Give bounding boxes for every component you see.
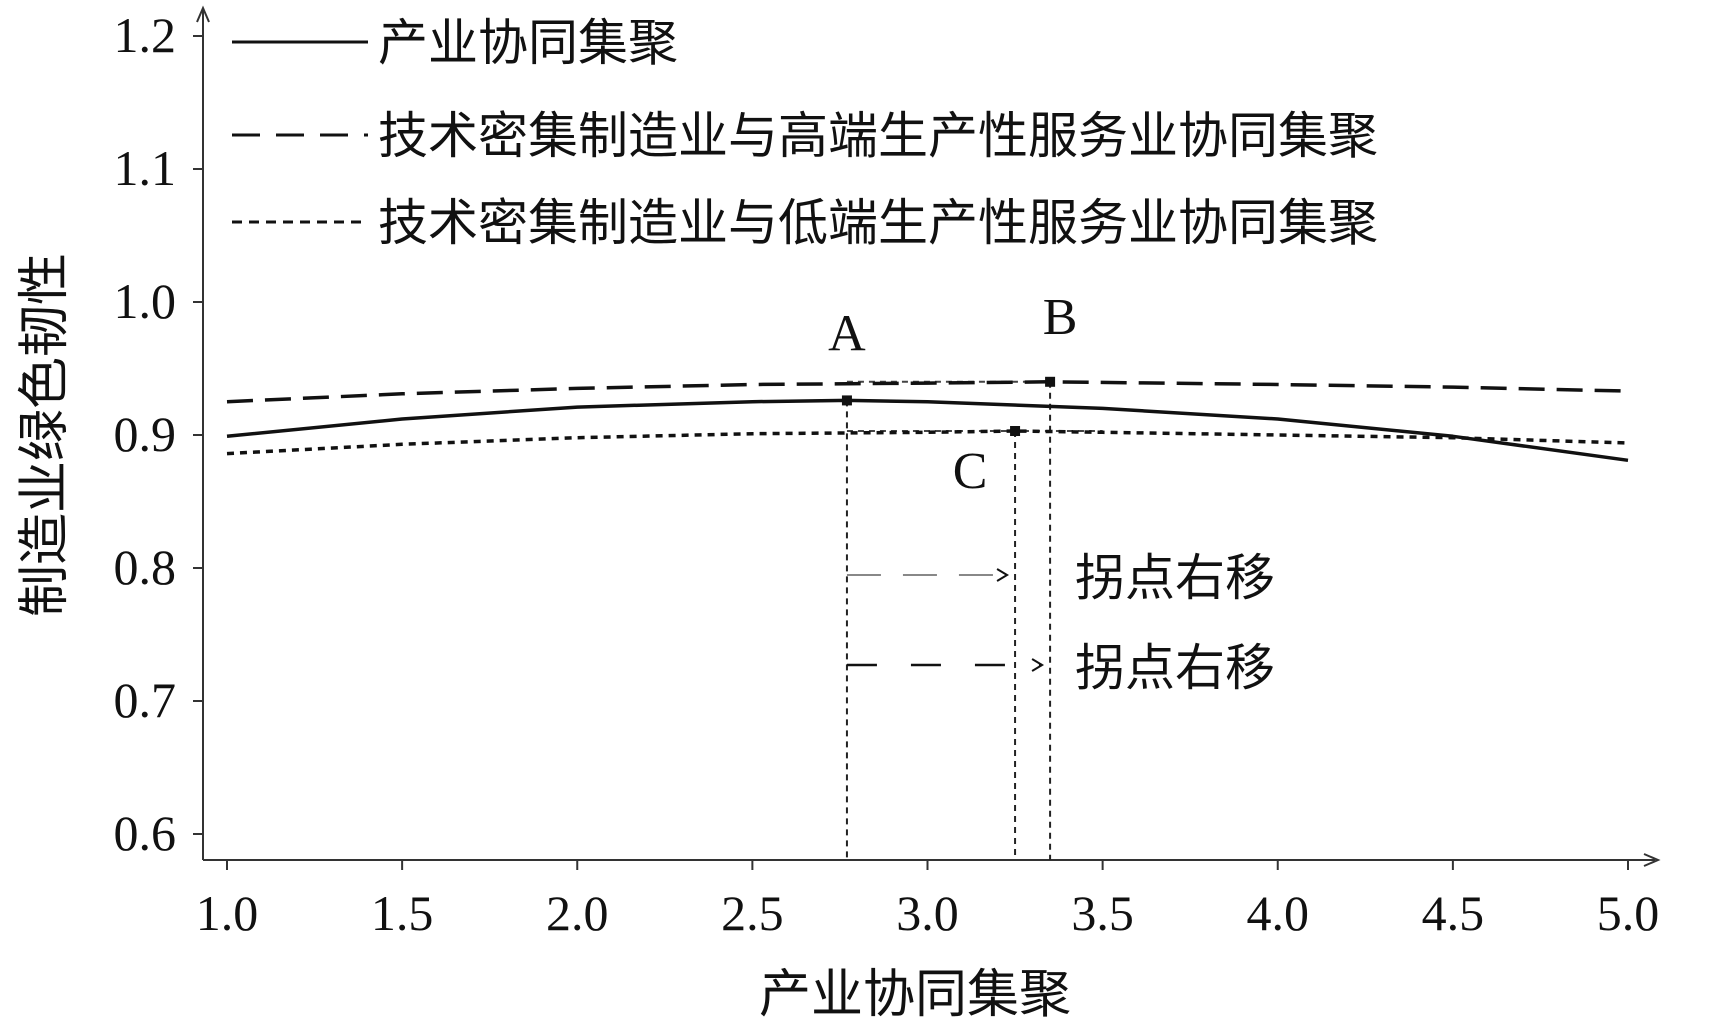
y-tick-label: 1.2 — [114, 7, 177, 63]
x-tick-label: 2.5 — [721, 885, 784, 941]
y-tick-label: 0.8 — [114, 539, 177, 595]
annotation-label-1: 拐点右移 — [1075, 549, 1275, 607]
y-tick-label: 0.6 — [114, 805, 177, 861]
x-tick-label: 4.0 — [1247, 885, 1310, 941]
legend-label-3: 技术密集制造业与低端生产性服务业协同集聚 — [378, 194, 1378, 252]
inflection-point-A — [841, 395, 852, 406]
point-label-B: B — [1043, 289, 1078, 346]
point-label-C: C — [953, 443, 988, 500]
y-tick-label: 0.7 — [114, 672, 177, 728]
annotation-arrowhead-1 — [996, 568, 1010, 582]
y-tick-label: 0.9 — [114, 406, 177, 462]
series-line-1 — [226, 398, 1629, 463]
x-tick-label: 1.0 — [196, 885, 259, 941]
y-tick-label: 1.1 — [114, 140, 177, 196]
point-label-A: A — [828, 305, 866, 362]
legend: 产业协同集聚技术密集制造业与高端生产性服务业协同集聚技术密集制造业与低端生产性服… — [232, 14, 1378, 252]
legend-label-2: 技术密集制造业与高端生产性服务业协同集聚 — [378, 107, 1378, 165]
y-axis-arrow — [196, 5, 210, 23]
x-tick-label: 2.0 — [546, 885, 609, 941]
legend-label-1: 产业协同集聚 — [378, 14, 678, 72]
inflection-point-C — [1010, 426, 1021, 437]
annotation-arrowhead-2 — [1031, 658, 1045, 672]
y-tick-label: 1.0 — [114, 273, 177, 329]
x-tick-label: 4.5 — [1422, 885, 1485, 941]
axes: 1.0 1.5 2.0 2.5 3.0 3.5 4.0 4.5 5.0 0.6 0.7 0.8 0.9 1… — [114, 5, 1661, 941]
inflection-point-B — [1045, 376, 1056, 387]
x-tick-label: 5.0 — [1597, 885, 1660, 941]
x-tick-label: 3.0 — [896, 885, 959, 941]
x-tick-label: 3.5 — [1071, 885, 1134, 941]
x-tick-label: 1.5 — [371, 885, 434, 941]
x-axis-title: 产业协同集聚 — [759, 965, 1071, 1025]
annotation-label-2: 拐点右移 — [1075, 639, 1275, 697]
series-lines — [226, 380, 1629, 463]
x-axis-arrow — [1643, 853, 1661, 867]
series-line-2 — [226, 380, 1629, 404]
series-line-3 — [226, 429, 1629, 456]
inflection-points: A B C — [828, 289, 1077, 500]
y-axis-title: 制造业绿色韧性 — [15, 253, 75, 617]
